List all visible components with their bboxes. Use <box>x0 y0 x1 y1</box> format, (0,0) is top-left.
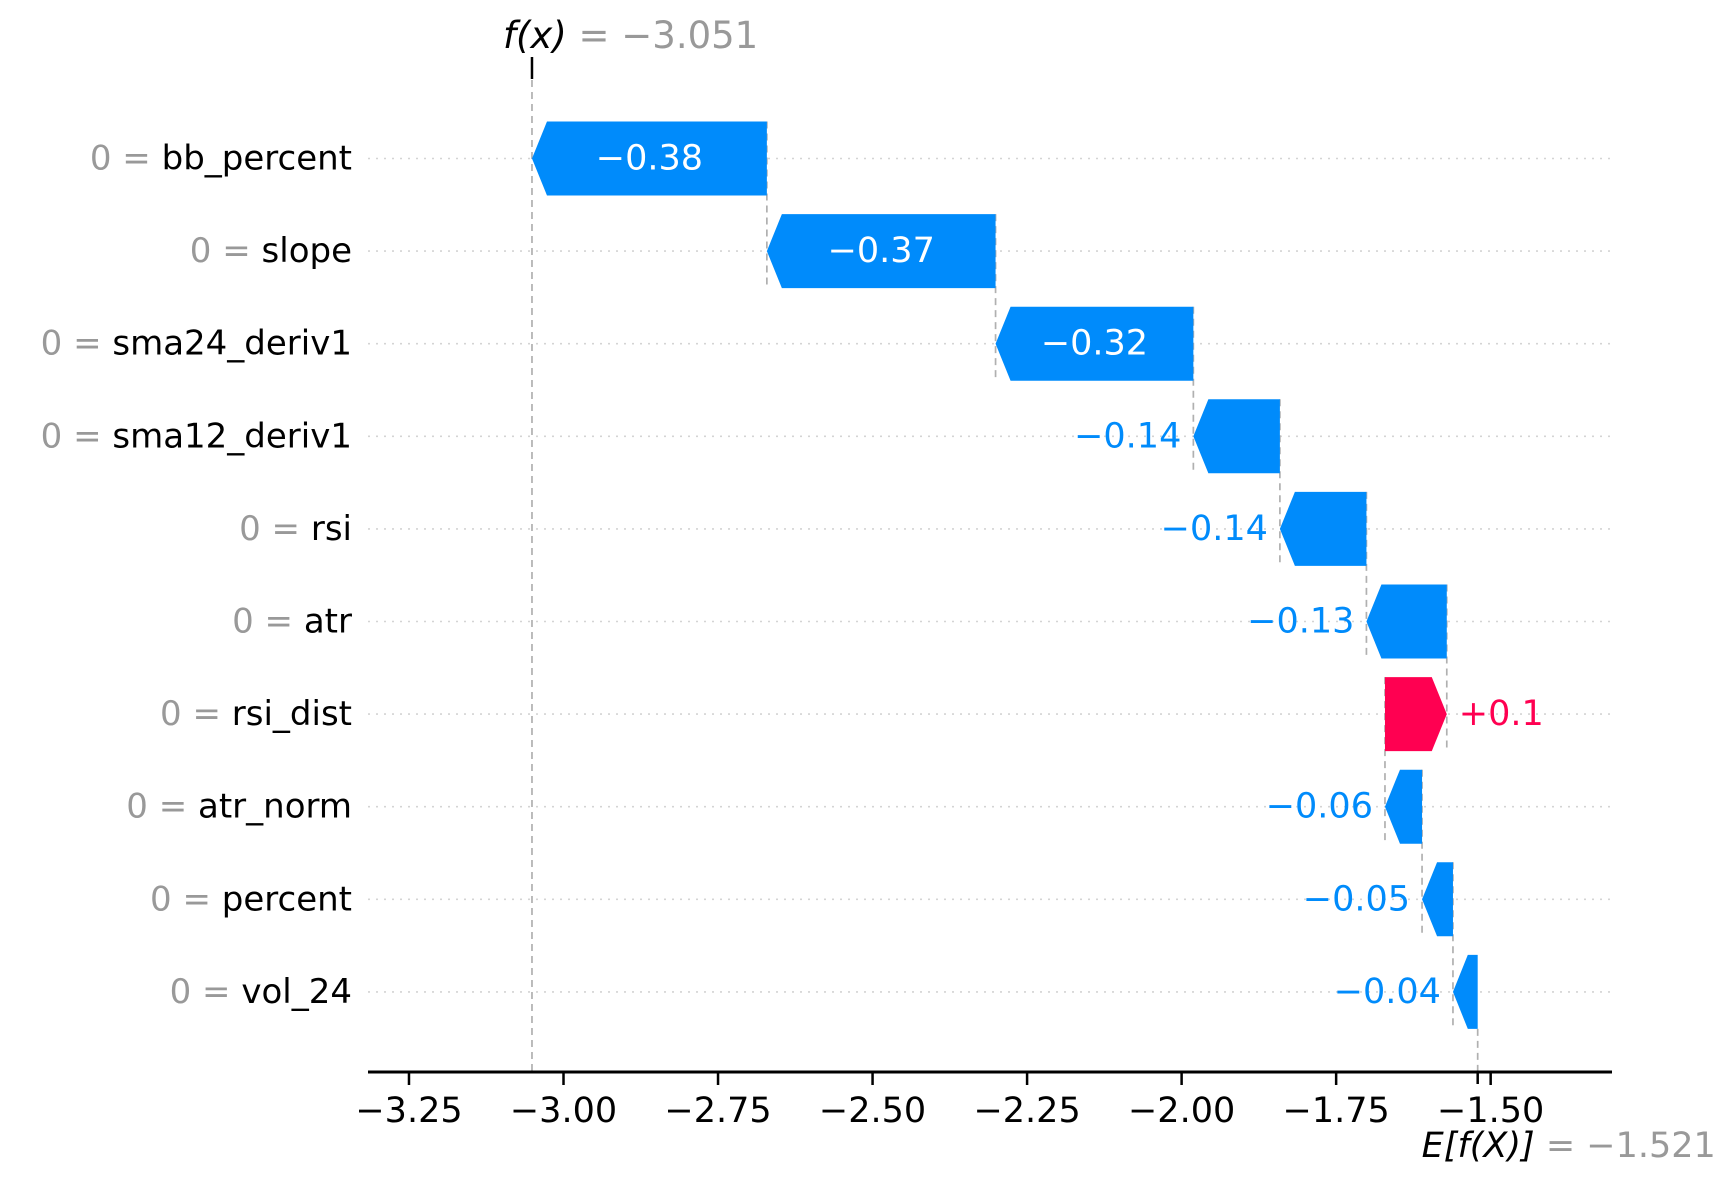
bar-value-label: −0.37 <box>828 231 935 271</box>
feature-row-label: 0 = vol_24 <box>170 972 352 1012</box>
connector-lines <box>531 80 1479 1072</box>
x-axis-tick-label: −1.50 <box>1437 1091 1544 1131</box>
feature-row-label: 0 = percent <box>150 879 352 919</box>
feature-row-label: 0 = slope <box>190 231 352 271</box>
feature-row-label: 0 = bb_percent <box>90 139 352 179</box>
waterfall-bar-rsi <box>1279 491 1367 566</box>
feature-row-label: 0 = atr_norm <box>126 787 352 827</box>
bar-value-label: −0.06 <box>1266 787 1373 827</box>
bar-value-label: −0.14 <box>1161 509 1268 549</box>
waterfall-bar-atr <box>1366 584 1447 659</box>
x-axis: −3.25 −3.00 −2.75 −2.50 −2.25 −2.00 −1.75 −1.50 <box>355 57 1612 1131</box>
feature-row-label: 0 = atr <box>232 602 352 642</box>
bar-value-labels: −0.38 −0.37 −0.32 −0.14 −0.14 −0.13 +0.1 −0.06 −… <box>596 139 1544 1012</box>
x-axis-tick-label: −2.00 <box>1128 1091 1235 1131</box>
waterfall-bar-slope <box>766 214 996 289</box>
bar-value-label: −0.05 <box>1303 879 1410 919</box>
waterfall-bar-sma12_deriv1 <box>1193 399 1280 474</box>
fx-title: f(x) = −3.051 <box>503 14 758 57</box>
waterfall-bars <box>531 121 1478 1029</box>
x-axis-tick-label: −3.25 <box>355 1091 462 1131</box>
bar-value-label: −0.38 <box>596 139 703 179</box>
bar-value-label: −0.04 <box>1334 972 1441 1012</box>
x-axis-tick-label: −2.75 <box>664 1091 771 1131</box>
waterfall-bar-rsi_dist <box>1384 677 1447 752</box>
bar-value-label: −0.32 <box>1041 324 1148 364</box>
feature-row-labels: 0 = bb_percent 0 = slope 0 = sma24_deriv1 0… <box>41 139 352 1012</box>
x-axis-tick-label: −2.25 <box>973 1091 1080 1131</box>
waterfall-bar-vol_24 <box>1452 954 1478 1029</box>
feature-row-label: 0 = rsi_dist <box>160 694 352 734</box>
feature-row-label: 0 = rsi <box>239 509 352 549</box>
x-axis-tick-label: −1.75 <box>1283 1091 1390 1131</box>
bar-value-label: −0.13 <box>1247 602 1354 642</box>
waterfall-bar-sma24_deriv1 <box>995 306 1194 381</box>
waterfall-bar-atr_norm <box>1384 769 1423 844</box>
waterfall-bar-percent <box>1422 862 1453 937</box>
bar-value-label: −0.14 <box>1074 416 1181 456</box>
x-axis-tick-label: −2.50 <box>819 1091 926 1131</box>
feature-row-label: 0 = sma24_deriv1 <box>41 324 352 364</box>
bar-value-label: +0.1 <box>1459 694 1544 734</box>
expected-value-label: E[f(X)] = −1.521 <box>1422 1126 1716 1166</box>
x-axis-tick-label: −3.00 <box>510 1091 617 1131</box>
waterfall-bar-bb_percent <box>531 121 767 196</box>
feature-row-label: 0 = sma12_deriv1 <box>41 416 352 456</box>
